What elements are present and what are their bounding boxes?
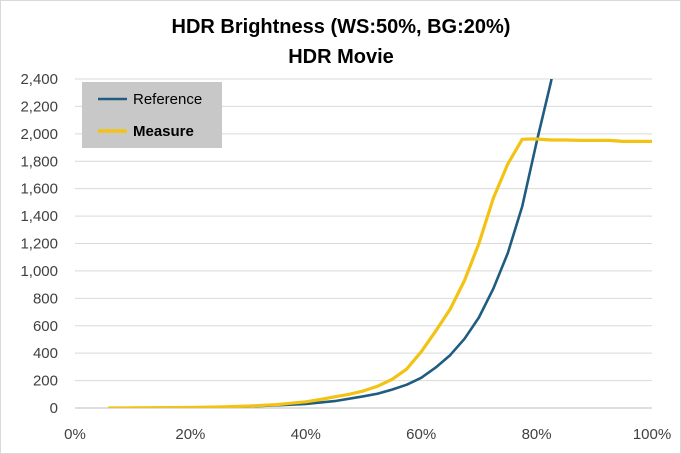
y-tick-label: 2,000 [20,126,58,143]
chart-title: HDR Brightness (WS:50%, BG:20%) [172,16,511,38]
legend: Reference Measure [82,82,222,148]
y-tick-label: 1,800 [20,153,58,170]
y-tick-label: 400 [33,345,58,362]
y-tick-label: 0 [50,400,58,417]
x-tick-label: 100% [633,426,671,443]
y-tick-label: 200 [33,373,58,390]
y-tick-label: 1,000 [20,263,58,280]
x-tick-label: 0% [64,426,86,443]
y-tick-label: 600 [33,318,58,335]
chart-subtitle: HDR Movie [288,46,394,68]
legend-label: Reference [133,91,202,108]
x-tick-label: 20% [175,426,205,443]
y-tick-label: 1,600 [20,181,58,198]
x-tick-label: 80% [522,426,552,443]
legend-box [82,82,222,148]
y-tick-label: 1,200 [20,236,58,253]
y-tick-label: 2,400 [20,71,58,88]
series-line-measure [107,137,652,408]
y-tick-label: 2,200 [20,98,58,115]
axes: 0 200 400 600 800 1,000 1,200 1,400 1,600 1,800 2,… [20,71,671,443]
x-tick-label: 60% [406,426,436,443]
x-tick-label: 40% [291,426,321,443]
y-tick-label: 800 [33,290,58,307]
series-lines [107,79,652,408]
y-tick-label: 1,400 [20,208,58,225]
legend-label: Measure [133,123,194,140]
